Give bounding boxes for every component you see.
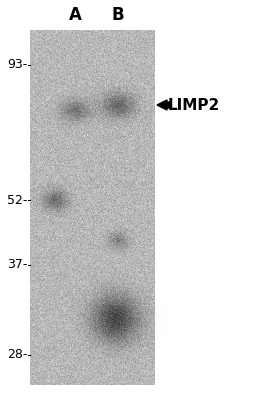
Text: 52-: 52- [7,194,27,206]
Text: B: B [112,6,124,24]
Text: A: A [69,6,81,24]
Text: LIMP2: LIMP2 [168,97,220,112]
Text: 28-: 28- [7,349,27,362]
Text: 93-: 93- [7,59,27,72]
FancyArrow shape [157,100,170,110]
Text: 37-: 37- [7,259,27,271]
